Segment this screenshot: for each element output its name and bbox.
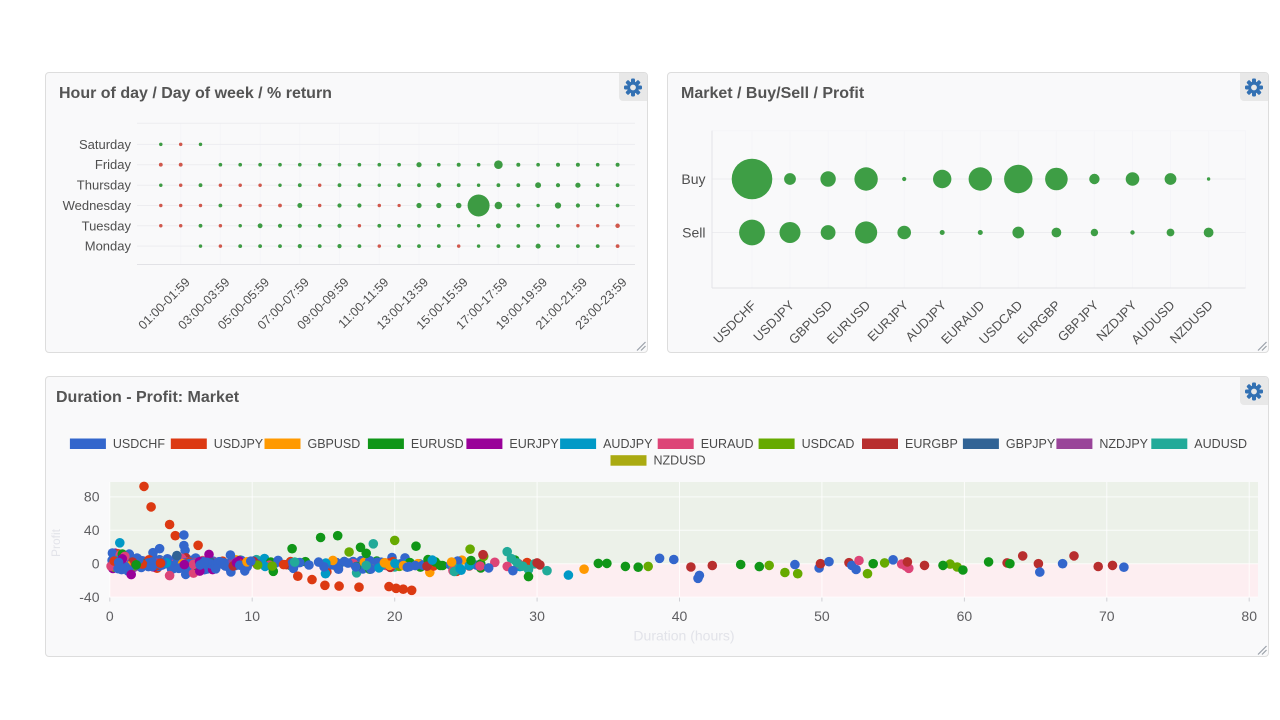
- svg-text:USDCHF: USDCHF: [113, 437, 165, 451]
- svg-text:0: 0: [106, 608, 114, 624]
- svg-text:AUDJPY: AUDJPY: [603, 437, 653, 451]
- svg-text:-40: -40: [79, 589, 99, 605]
- svg-text:Buy: Buy: [681, 171, 705, 187]
- svg-text:GBPJPY: GBPJPY: [1006, 437, 1056, 451]
- svg-text:30: 30: [529, 608, 545, 624]
- svg-text:USDJPY: USDJPY: [214, 437, 264, 451]
- svg-text:Profit: Profit: [49, 528, 63, 557]
- svg-text:40: 40: [84, 522, 100, 538]
- svg-text:NZDUSD: NZDUSD: [654, 454, 706, 468]
- svg-text:20: 20: [387, 608, 403, 624]
- svg-text:EURJPY: EURJPY: [864, 297, 911, 344]
- svg-text:60: 60: [957, 608, 973, 624]
- svg-text:Tuesday: Tuesday: [82, 218, 132, 233]
- svg-text:GBPUSD: GBPUSD: [308, 437, 361, 451]
- svg-text:NZDJPY: NZDJPY: [1099, 437, 1148, 451]
- svg-text:EURAUD: EURAUD: [701, 437, 754, 451]
- svg-text:USDCHF: USDCHF: [710, 297, 759, 346]
- svg-text:USDCAD: USDCAD: [802, 437, 855, 451]
- svg-text:EURGBP: EURGBP: [905, 437, 958, 451]
- svg-text:40: 40: [672, 608, 688, 624]
- svg-text:80: 80: [84, 489, 100, 505]
- svg-text:EURUSD: EURUSD: [411, 437, 464, 451]
- svg-text:Wednesday: Wednesday: [63, 198, 132, 213]
- svg-text:GBPJPY: GBPJPY: [1055, 297, 1102, 344]
- svg-text:70: 70: [1099, 608, 1115, 624]
- svg-text:Saturday: Saturday: [79, 137, 132, 152]
- svg-text:Duration (hours): Duration (hours): [633, 628, 734, 644]
- svg-text:0: 0: [92, 556, 100, 572]
- svg-text:Monday: Monday: [85, 239, 132, 254]
- svg-text:10: 10: [244, 608, 260, 624]
- svg-text:AUDUSD: AUDUSD: [1194, 437, 1247, 451]
- svg-text:Friday: Friday: [95, 157, 132, 172]
- svg-text:Sell: Sell: [682, 225, 705, 241]
- svg-text:80: 80: [1241, 608, 1257, 624]
- svg-text:Thursday: Thursday: [77, 178, 132, 193]
- svg-text:50: 50: [814, 608, 830, 624]
- svg-text:EURJPY: EURJPY: [509, 437, 559, 451]
